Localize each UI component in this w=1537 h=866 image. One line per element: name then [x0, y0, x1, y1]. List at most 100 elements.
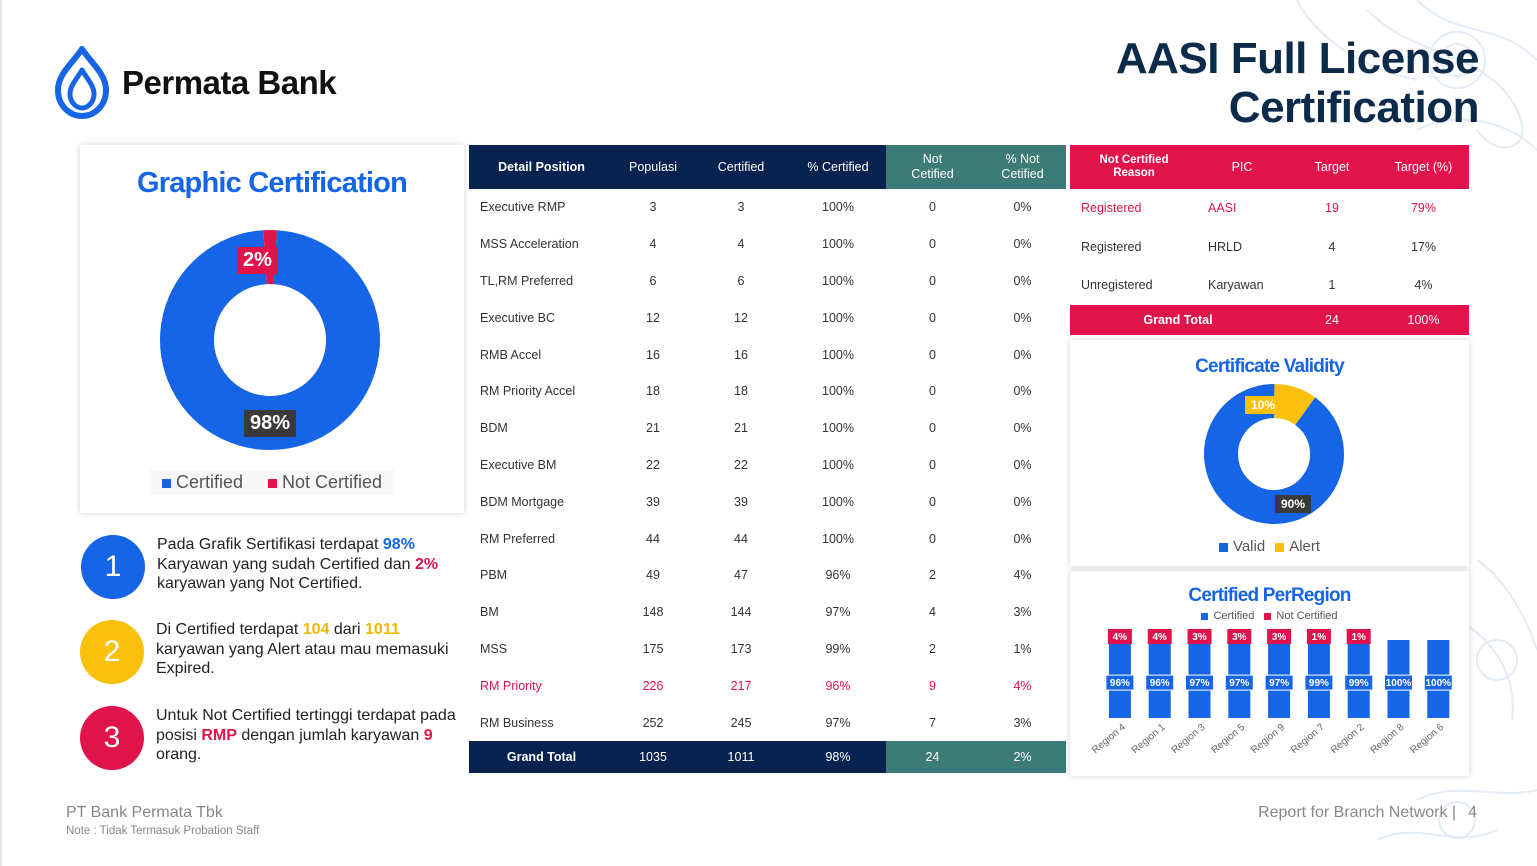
cell-not-certified: 0	[929, 310, 936, 325]
cell-certified: 18	[734, 384, 748, 399]
cell-pic: Karyawan	[1208, 278, 1264, 293]
p3-count: 9	[423, 726, 433, 744]
cell-not-certified: 0	[929, 457, 936, 472]
info-point-1: 1 Pada Grafik Sertifikasi terdapat 98% K…	[81, 535, 457, 599]
data-label-bg-certified	[1384, 674, 1413, 691]
cell-pct-certified: 100%	[822, 237, 854, 252]
table-row: RMB Accel 16 16 100% 0 0%	[469, 336, 1066, 373]
category-tick-label: Region 4	[1090, 722, 1128, 756]
data-label-certified: 99%	[1309, 678, 1329, 689]
company-name: PT Bank Permata Tbk	[66, 804, 223, 821]
data-label-bg-certified	[1264, 674, 1294, 691]
cell-pct-not-certified: 0%	[1013, 310, 1032, 325]
total-pct-certified: 98%	[790, 740, 886, 773]
data-label-bg-not-certified	[1107, 629, 1132, 644]
cell-certified: 173	[730, 641, 752, 656]
not-certified-reason-table: Not Certified Reason PIC Target Target (…	[1070, 145, 1469, 335]
cell-target-pct: 17%	[1410, 239, 1437, 254]
cell-pct-not-certified: 0%	[1013, 531, 1032, 546]
col-pct-certified: % Certified	[790, 145, 886, 189]
cell-position: MSS Acceleration	[480, 237, 579, 252]
p1-text-c: Karyawan yang sudah Certified dan	[157, 555, 415, 573]
legend-box: Certified Not Certified	[149, 470, 395, 495]
cell-target: 19	[1325, 201, 1339, 216]
data-label-not-certified: 3%	[1192, 632, 1207, 643]
table-row: PBM 49 47 96% 2 4%	[469, 557, 1066, 594]
data-label-not-certified: 3%	[1272, 632, 1287, 643]
cell-target: 1	[1328, 278, 1336, 293]
cell-populasi: 226	[642, 678, 664, 693]
detail-position-table: Detail Position Populasi Certified % Cer…	[469, 145, 1066, 773]
cell-populasi: 49	[646, 568, 660, 583]
col-detail-position: Detail Position	[469, 145, 614, 189]
table-row: BDM 21 21 100% 0 0%	[469, 410, 1066, 447]
cell-pct-not-certified: 0%	[1013, 237, 1032, 252]
cell-not-certified: 0	[929, 531, 936, 546]
category-tick-label: Region 8	[1369, 722, 1407, 756]
cell-pct-certified: 97%	[825, 715, 851, 730]
cell-position: MSS	[480, 641, 508, 656]
cell-position: Executive BC	[480, 310, 556, 325]
p3-position: RMP	[201, 726, 237, 744]
p2-alert-count: 104	[302, 621, 330, 638]
table-row: RM Preferred 44 44 100% 0 0%	[469, 520, 1066, 557]
data-label-certified: 97%	[1269, 678, 1289, 689]
validity-donut-chart	[1204, 384, 1344, 524]
category-tick-label: Region 2	[1329, 722, 1367, 756]
cell-pct-certified: 100%	[822, 310, 854, 325]
data-label-bg-certified	[1304, 674, 1334, 691]
page-number: 4	[1468, 804, 1477, 821]
cell-not-certified: 4	[929, 605, 936, 620]
cell-certified: 21	[734, 421, 748, 436]
certificate-validity-title: Certificate Validity	[1195, 356, 1345, 377]
legend-item-region-certified: Certified	[1201, 610, 1254, 622]
total-populasi: 1035	[614, 740, 692, 773]
col-reason: Not Certified Reason	[1070, 145, 1198, 189]
cell-certified: 245	[730, 715, 752, 730]
cell-target: 4	[1328, 239, 1336, 254]
table-row: Executive BC 12 12 100% 0 0%	[469, 299, 1066, 336]
cell-pct-not-certified: 4%	[1013, 568, 1032, 583]
col-pic: PIC	[1198, 145, 1286, 189]
total-certified: 1011	[692, 740, 790, 773]
data-label-bg-not-certified	[1306, 629, 1331, 644]
col-populasi: Populasi	[614, 145, 692, 189]
cell-populasi: 39	[646, 494, 660, 509]
valid-percent-label: 90%	[1275, 495, 1312, 513]
data-label-bg-certified	[1105, 674, 1135, 691]
total-pct-not-certified: 2%	[979, 740, 1066, 773]
title-line-1: AASI Full License	[1115, 34, 1480, 83]
legend-label-region-certified: Certified	[1213, 610, 1255, 622]
cell-certified: 12	[734, 310, 748, 325]
cell-position: TL,RM Preferred	[480, 273, 574, 288]
cell-target-pct: 4%	[1414, 278, 1433, 293]
data-label-not-certified: 3%	[1232, 632, 1247, 643]
table-row: BM 148 144 97% 4 3%	[469, 594, 1066, 631]
table-row: MSS Acceleration 4 4 100% 0 0%	[469, 226, 1066, 263]
legend-label-not-certified: Not Certified	[282, 472, 383, 492]
region-bar-chart: 96% 4% Region 4 96% 4% Region 1 97% 3% Region 3 9…	[1090, 629, 1453, 756]
certificate-validity-card: Certificate Validity 10% 90% Valid Alert	[1070, 340, 1469, 566]
alert-percent-label: 10%	[1245, 396, 1282, 414]
not-certified-percent-label: 2%	[237, 247, 278, 274]
data-label-bg-certified	[1224, 674, 1254, 691]
data-label-bg-certified	[1344, 674, 1374, 691]
cell-pct-not-certified: 0%	[1013, 494, 1032, 509]
legend-label-alert: Alert	[1289, 538, 1321, 555]
cell-not-certified: 0	[929, 273, 936, 288]
total-not-certified: 24	[886, 740, 979, 773]
legend-item-certified: Certified	[161, 472, 243, 492]
cell-not-certified: 0	[929, 494, 936, 509]
p1-certified-pct: 98%	[382, 536, 415, 553]
data-label-certified: 97%	[1189, 678, 1209, 689]
p3-text-a: Untuk Not Certified tertinggi terdapat p…	[156, 707, 456, 744]
cell-pct-not-certified: 0%	[1013, 273, 1032, 288]
cell-certified: 4	[737, 237, 745, 252]
data-label-bg-not-certified	[1147, 629, 1172, 644]
validity-legend: Valid Alert	[1070, 538, 1469, 555]
reason-total-label: Grand Total	[1070, 304, 1286, 335]
title-line-2: Certification	[1228, 83, 1480, 132]
data-label-certified: 100%	[1386, 678, 1412, 689]
info-point-2: 2 Di Certified terdapat 104 dari 1011 ka…	[80, 620, 456, 684]
point-text-1: Pada Grafik Sertifikasi terdapat 98% Kar…	[157, 535, 457, 594]
